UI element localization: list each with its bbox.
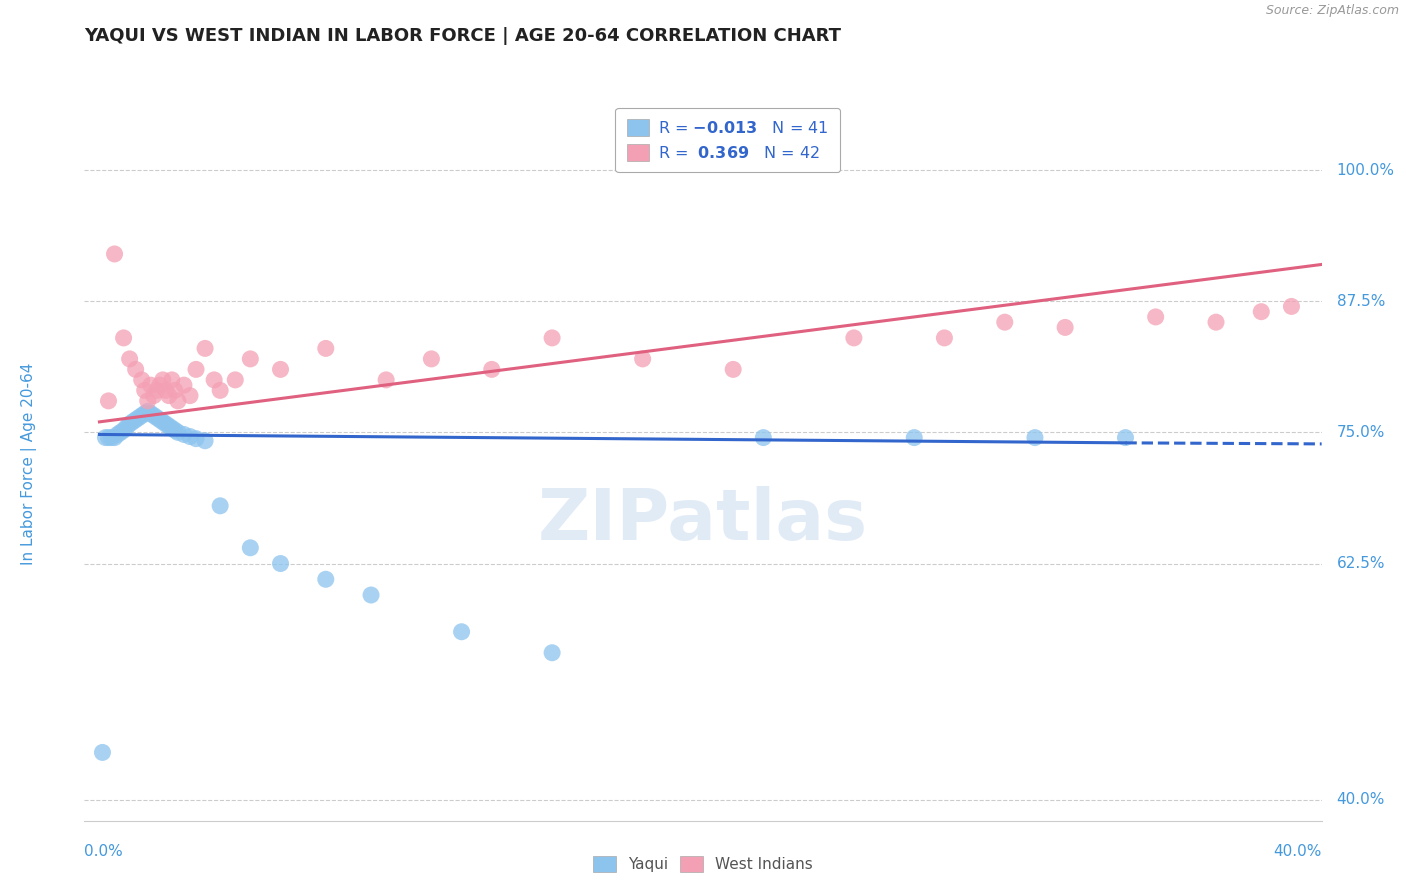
Point [97, 431, 120, 445]
Point [194, 342, 217, 356]
Point [157, 389, 180, 403]
Point [131, 409, 153, 423]
Point [270, 557, 292, 571]
Point [1250, 304, 1272, 318]
Text: In Labor Force | Age 20-64: In Labor Force | Age 20-64 [21, 363, 37, 565]
Point [167, 393, 190, 408]
Legend: Yaqui, West Indians: Yaqui, West Indians [585, 848, 821, 880]
Point [155, 384, 177, 398]
Point [100, 431, 122, 445]
Text: ZIPatlas: ZIPatlas [538, 486, 868, 556]
Text: 75.0%: 75.0% [1337, 425, 1385, 440]
Point [315, 572, 337, 586]
Point [124, 413, 146, 427]
Point [209, 384, 232, 398]
Text: 40.0%: 40.0% [1337, 792, 1385, 807]
Point [184, 432, 207, 446]
Point [149, 413, 172, 427]
Point [721, 362, 744, 376]
Point [131, 373, 153, 387]
Point [631, 351, 654, 366]
Point [209, 499, 232, 513]
Point [179, 389, 201, 403]
Point [91, 746, 114, 760]
Point [110, 425, 132, 440]
Point [139, 407, 162, 421]
Point [136, 393, 159, 408]
Point [167, 425, 190, 440]
Point [139, 378, 162, 392]
Point [239, 351, 262, 366]
Point [842, 331, 865, 345]
Point [118, 351, 141, 366]
Point [481, 362, 503, 376]
Point [112, 423, 135, 437]
Point [202, 373, 225, 387]
Text: 100.0%: 100.0% [1337, 162, 1395, 178]
Point [112, 331, 135, 345]
Point [173, 427, 195, 442]
Point [315, 342, 337, 356]
Point [149, 378, 172, 392]
Point [142, 389, 165, 403]
Point [934, 331, 956, 345]
Point [420, 351, 443, 366]
Point [224, 373, 246, 387]
Point [107, 427, 129, 442]
Text: 0.0%: 0.0% [84, 844, 124, 859]
Point [97, 393, 120, 408]
Point [136, 404, 159, 418]
Point [194, 434, 217, 448]
Point [142, 409, 165, 423]
Point [360, 588, 382, 602]
Point [103, 247, 125, 261]
Point [128, 410, 150, 425]
Point [160, 373, 183, 387]
Point [146, 410, 169, 425]
Point [1054, 320, 1077, 334]
Point [239, 541, 262, 555]
Point [541, 331, 564, 345]
Text: YAQUI VS WEST INDIAN IN LABOR FORCE | AGE 20-64 CORRELATION CHART: YAQUI VS WEST INDIAN IN LABOR FORCE | AG… [84, 27, 841, 45]
Point [994, 315, 1017, 329]
Point [94, 431, 117, 445]
Point [103, 431, 125, 445]
Point [1281, 300, 1303, 314]
Text: 40.0%: 40.0% [1274, 844, 1322, 859]
Point [541, 646, 564, 660]
Legend: R = $\mathbf{-0.013}$   N = 41, R =  $\mathbf{0.369}$   N = 42: R = $\mathbf{-0.013}$ N = 41, R = $\math… [616, 108, 841, 172]
Point [184, 362, 207, 376]
Point [134, 407, 156, 421]
Point [146, 384, 169, 398]
Point [1205, 315, 1227, 329]
Point [903, 431, 925, 445]
Point [124, 362, 146, 376]
Point [1144, 310, 1167, 324]
Point [118, 417, 141, 431]
Text: 87.5%: 87.5% [1337, 293, 1385, 309]
Point [160, 421, 183, 435]
Point [375, 373, 398, 387]
Point [270, 362, 292, 376]
Point [134, 384, 156, 398]
Point [1114, 431, 1136, 445]
Text: Source: ZipAtlas.com: Source: ZipAtlas.com [1265, 4, 1399, 18]
Point [152, 415, 174, 429]
Point [1024, 431, 1046, 445]
Point [450, 624, 472, 639]
Point [179, 429, 201, 443]
Point [163, 423, 186, 437]
Point [163, 384, 186, 398]
Point [157, 419, 180, 434]
Point [173, 378, 195, 392]
Text: 62.5%: 62.5% [1337, 556, 1385, 571]
Point [752, 431, 775, 445]
Point [115, 420, 138, 434]
Point [121, 415, 143, 429]
Point [152, 373, 174, 387]
Point [155, 417, 177, 431]
